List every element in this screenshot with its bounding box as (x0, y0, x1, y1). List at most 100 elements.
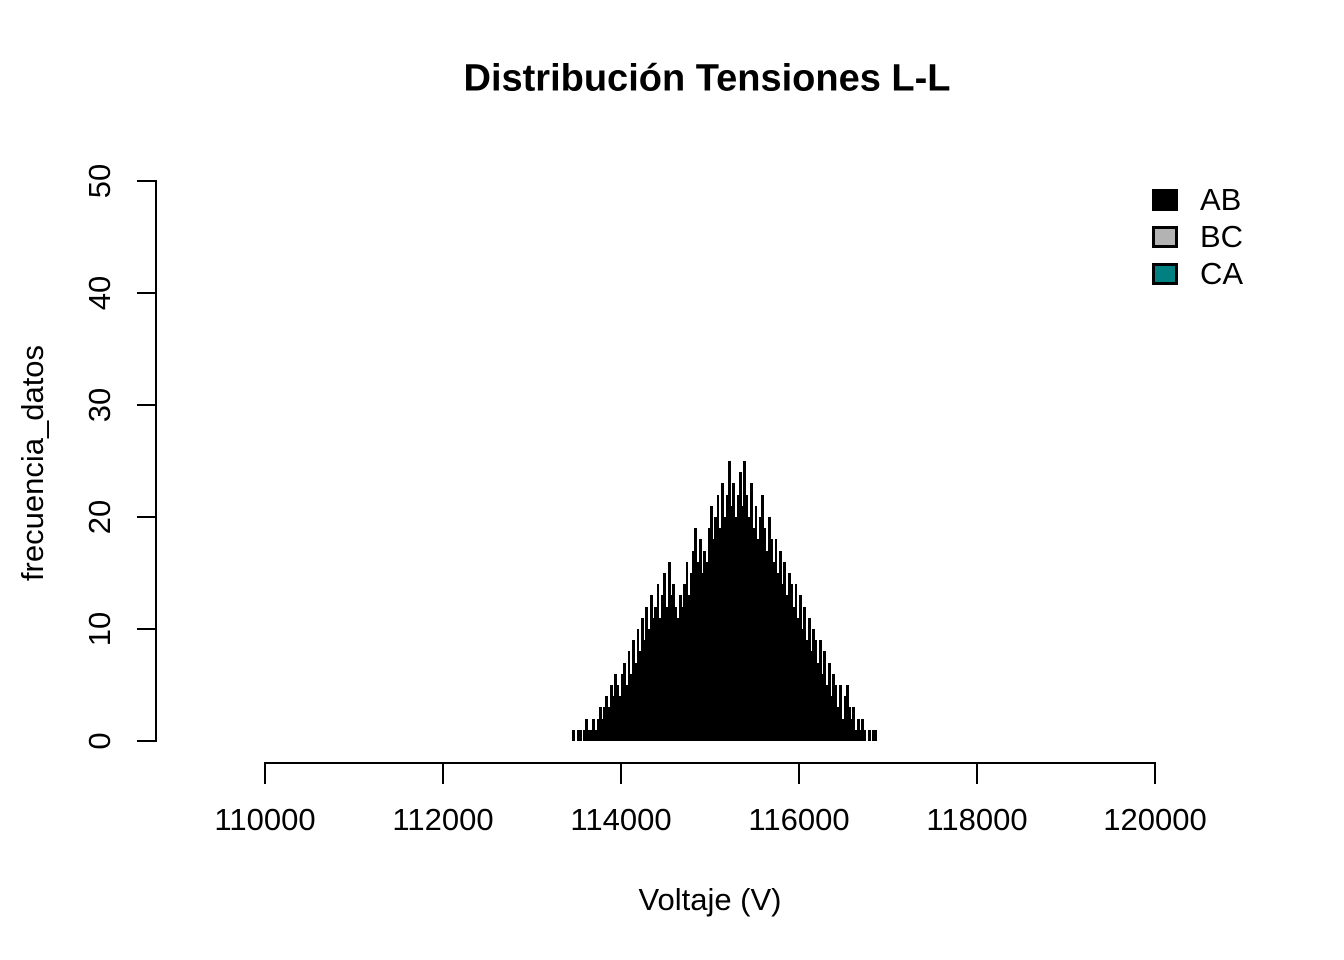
histogram-bar (665, 606, 669, 741)
histogram-bar (743, 461, 747, 741)
histogram-bar (647, 629, 651, 741)
histogram-bar (872, 729, 876, 741)
y-tick (137, 740, 155, 742)
histogram-bar (712, 539, 716, 741)
legend: AB BC CA (1152, 181, 1243, 292)
histogram-bar (678, 595, 682, 741)
histogram-bar (696, 561, 700, 741)
y-tick (137, 628, 155, 630)
histogram-bar (714, 517, 718, 741)
histogram-bar (794, 584, 798, 741)
histogram-bar (750, 483, 753, 741)
histogram-bar (616, 685, 620, 741)
histogram-bar (654, 606, 658, 741)
histogram-bar (854, 729, 858, 741)
histogram-bar (645, 606, 649, 741)
y-tick (137, 404, 155, 406)
histogram-bar (716, 494, 720, 741)
histogram-bar (612, 696, 615, 741)
histogram-bar (785, 595, 789, 741)
histogram-bar (874, 729, 878, 741)
histogram-bar (687, 595, 691, 741)
histogram-bar (767, 517, 771, 741)
histogram-bar (825, 685, 829, 741)
histogram-bar (841, 718, 845, 741)
histogram-bar (600, 718, 604, 741)
histogram-bar (738, 472, 742, 741)
histogram-bar (721, 483, 724, 741)
x-tick (976, 762, 978, 784)
histogram-bar (812, 629, 816, 741)
chart-title: Distribución Tensiones L-L (463, 57, 951, 100)
histogram-bar (843, 696, 847, 741)
histogram-bar (803, 606, 807, 741)
histogram-bar (801, 629, 805, 741)
y-axis-title: frecuencia_datos (15, 344, 50, 582)
histogram-bar (589, 729, 593, 741)
histogram-bar (816, 662, 820, 741)
x-tick-label: 112000 (392, 802, 494, 837)
histogram-bar (805, 640, 809, 741)
histogram-bar (790, 584, 793, 741)
histogram-bar (781, 584, 784, 741)
legend-label-bc: BC (1200, 218, 1244, 254)
y-tick-label: 20 (82, 499, 117, 535)
histogram-bar (576, 729, 580, 741)
x-tick-label: 114000 (570, 802, 672, 837)
histogram-bar (832, 673, 836, 741)
histogram-bar (663, 573, 667, 741)
histogram-bar (652, 617, 655, 741)
histogram-bar (799, 595, 802, 741)
histogram-bar (641, 617, 644, 741)
histogram-bar (827, 662, 831, 741)
y-axis-line (155, 180, 157, 742)
histogram-bar (692, 550, 695, 741)
histogram-bar (725, 494, 729, 741)
histogram-bar (656, 584, 660, 741)
legend-swatch-ab-icon (1152, 188, 1178, 211)
histogram-bar (618, 696, 622, 741)
histogram-bar (845, 685, 849, 741)
histogram-bar (658, 617, 662, 741)
histogram-bar (718, 528, 722, 741)
histogram-bar (694, 528, 698, 741)
histogram-bar (623, 662, 627, 741)
histogram-bar (745, 494, 749, 741)
legend-swatch-ca-icon (1152, 262, 1178, 285)
y-tick-label: 0 (82, 732, 117, 750)
legend-item-ca: CA (1152, 255, 1243, 292)
histogram-bar (765, 550, 769, 741)
y-tick (137, 292, 155, 294)
histogram-bar (776, 573, 780, 741)
x-tick (442, 762, 444, 784)
histogram-bar (578, 729, 582, 741)
histogram-bar (614, 673, 618, 741)
x-tick-label: 110000 (214, 802, 316, 837)
histogram-bar (643, 640, 647, 741)
histogram-bar (747, 517, 751, 741)
histogram-bar (583, 729, 586, 741)
histogram-bar (770, 539, 773, 741)
histogram-bar (674, 606, 678, 741)
histogram-bar (756, 539, 760, 741)
histogram-bar (834, 685, 838, 741)
legend-label-ca: CA (1200, 255, 1244, 291)
histogram-bar (605, 696, 609, 741)
histogram-bar (752, 528, 756, 741)
histogram-bar (598, 707, 602, 741)
histogram-bar (810, 651, 813, 741)
histogram-bar (672, 584, 675, 741)
histogram-bar (625, 685, 629, 741)
histogram-bar (839, 685, 842, 741)
histogram-bar (710, 505, 713, 741)
x-tick (620, 762, 622, 784)
histogram-bar (814, 640, 818, 741)
histogram-bar (734, 517, 738, 741)
histogram-bar (821, 673, 825, 741)
x-tick-label: 116000 (748, 802, 850, 837)
histogram-bar (778, 550, 782, 741)
histogram-bar (761, 494, 764, 741)
histogram-bar (754, 505, 758, 741)
histogram-bar (758, 517, 762, 741)
y-tick (137, 516, 155, 518)
